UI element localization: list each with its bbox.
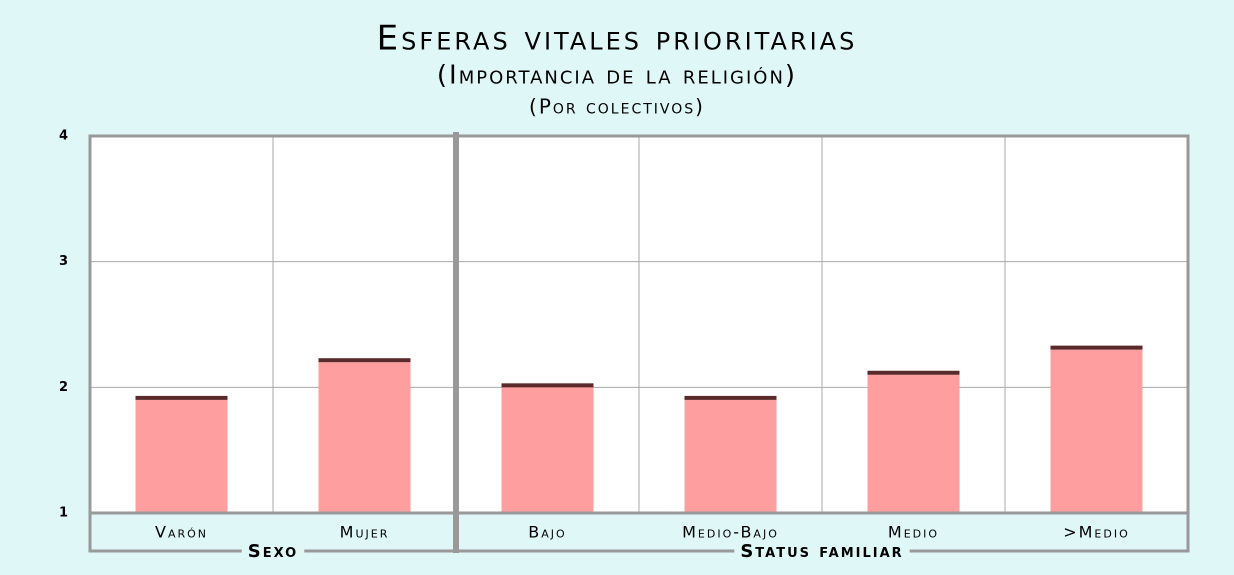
chart-subtitle-2: (Por colectivos): [529, 95, 705, 119]
chart-title: Esferas vitales prioritarias: [377, 19, 858, 59]
x-tick-label: Bajo: [528, 523, 566, 542]
plot-border: [88, 134, 1190, 515]
bar-cap: [867, 370, 960, 375]
x-tick-label: Varón: [155, 523, 208, 542]
bar-cap: [1050, 345, 1143, 350]
x-tick-label: Medio-Bajo: [682, 523, 779, 542]
x-tick-label: Mujer: [340, 523, 390, 542]
bar: [501, 387, 594, 513]
x-tick-label: >Medio: [1063, 523, 1130, 542]
group-label: Sexo: [248, 541, 298, 562]
bar-cap: [318, 358, 411, 363]
bar-cap: [684, 395, 777, 400]
bar: [684, 399, 777, 513]
y-tick-label: 2: [59, 380, 68, 395]
x-tick-label: Medio: [888, 523, 939, 542]
bar: [867, 374, 960, 513]
y-tick-label: 1: [59, 506, 68, 521]
bar-cap: [135, 395, 228, 400]
bar-cap: [501, 383, 594, 388]
chart-subtitle: (Importancia de la religión): [437, 61, 797, 91]
group-label-bg: [734, 541, 910, 562]
group-label-bg: [241, 541, 305, 562]
bar: [318, 362, 411, 513]
bar: [1050, 349, 1143, 513]
bar: [135, 399, 228, 513]
group-label: Status familiar: [740, 541, 903, 562]
y-tick-label: 3: [59, 254, 68, 269]
y-tick-label: 4: [59, 129, 68, 144]
